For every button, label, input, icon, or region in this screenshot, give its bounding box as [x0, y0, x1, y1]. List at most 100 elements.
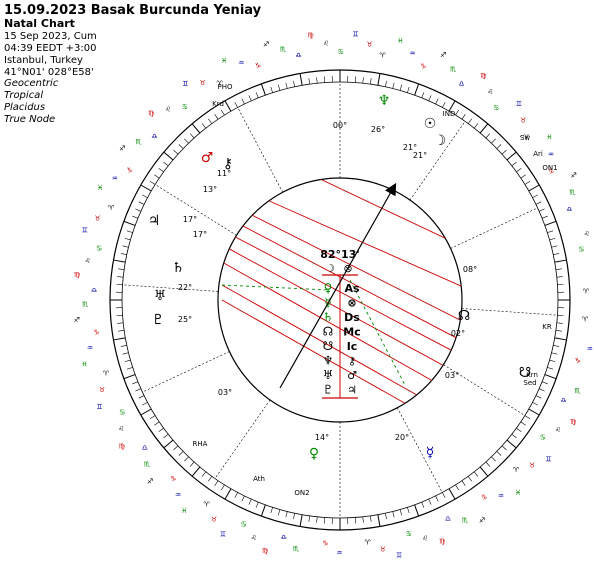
degree-tick: [163, 439, 174, 449]
outer-glyph: ♑: [93, 328, 99, 336]
degree-tick: [308, 78, 310, 85]
planet-glyph: ☊: [458, 308, 470, 324]
outer-glyph: ♌: [487, 88, 493, 96]
degree-tick: [120, 345, 127, 347]
degree-tick: [377, 73, 381, 86]
outer-label: ON1: [542, 164, 557, 172]
degree-tick: [399, 509, 403, 516]
outer-glyph: ♓: [181, 507, 187, 515]
degree-tick: [377, 514, 381, 527]
planet-glyph: ♂: [201, 150, 214, 166]
outer-glyph: ♍: [148, 110, 155, 118]
degree-tick: [270, 507, 273, 514]
degree-tick: [442, 102, 446, 108]
outer-glyph: ♒: [336, 549, 342, 557]
degree-tick: [362, 516, 364, 523]
outer-glyph: ♉: [211, 516, 217, 524]
outer-glyph: ♎: [445, 515, 451, 523]
degree-tick: [299, 514, 303, 527]
outer-glyph: ♒: [548, 151, 554, 159]
degree-tick: [260, 83, 266, 96]
degree-tick: [520, 174, 526, 179]
house-degree: 25°: [178, 315, 192, 324]
house-degree: 13°: [203, 185, 217, 194]
degree-tick: [532, 402, 538, 406]
outer-glyph: ♌: [118, 425, 124, 433]
degree-tick: [385, 513, 387, 520]
degree-tick: [122, 352, 129, 355]
degree-tick: [532, 194, 538, 198]
house-degree: 20°: [395, 433, 409, 442]
outer-glyph: ♉: [99, 386, 105, 394]
outer-glyph: ♐: [571, 171, 577, 179]
outer-glyph: ♋: [337, 48, 343, 56]
degree-tick: [506, 151, 517, 161]
degree-tick: [547, 367, 554, 370]
chart-coords: 41°N01' 028°E58': [4, 66, 94, 78]
house-cusp-line: [450, 207, 538, 249]
degree-tick: [479, 123, 489, 134]
outer-glyph: ♉: [200, 79, 206, 87]
degree-tick: [126, 367, 133, 370]
degree-tick: [553, 345, 560, 347]
chart-date: 15 Sep 2023, Cum: [4, 31, 97, 43]
planet-glyph: ☿: [426, 445, 435, 461]
degree-tick: [547, 230, 554, 233]
center-glyph-column-left: ♀☿♄☊☋♆♅♇: [323, 281, 334, 397]
house-degree: 14°: [315, 433, 329, 442]
outer-glyph: ♈: [379, 52, 386, 60]
aspect-line: [221, 261, 462, 403]
center-glyph-right: As: [344, 282, 360, 295]
outer-glyph: ♍: [307, 32, 314, 40]
outer-glyph: ♒: [87, 344, 93, 352]
outer-glyph: ♑: [420, 63, 426, 71]
degree-tick: [316, 77, 318, 84]
degree-tick: [154, 421, 160, 426]
degree-tick: [270, 86, 273, 93]
house-degree: 17°: [193, 230, 207, 239]
outer-label: KR: [542, 323, 552, 331]
planet-glyph: ♄: [172, 260, 185, 276]
degree-tick: [544, 374, 557, 380]
outer-glyph: ♊: [82, 226, 88, 234]
aspect-line: [221, 244, 462, 381]
degree-tick: [285, 511, 288, 518]
outer-glyph: ♏: [82, 301, 89, 309]
outer-glyph: ♒: [409, 50, 415, 58]
outer-glyph: ♑: [481, 493, 487, 501]
outer-label: RHA: [193, 440, 208, 448]
outer-glyph: ♏: [280, 45, 287, 53]
outer-glyph: ♊: [220, 531, 226, 539]
degree-tick: [277, 84, 281, 91]
degree-tick: [126, 230, 133, 233]
degree-tick: [299, 73, 303, 86]
outer-glyph: ♈: [513, 466, 520, 474]
degree-tick: [435, 98, 439, 105]
degree-tick: [158, 168, 164, 173]
outer-glyph: ♏: [135, 138, 142, 146]
aspect-line: [221, 199, 462, 326]
degree-tick: [491, 138, 496, 144]
outer-glyph: ♎: [458, 80, 464, 88]
planet-glyph: ♃: [148, 213, 161, 229]
degree-tick: [496, 144, 502, 149]
house-degree: 26°: [371, 125, 385, 134]
degree-tick: [442, 492, 446, 498]
outer-glyph: ♎: [295, 52, 301, 60]
house-cusp-line: [237, 107, 283, 193]
center-glyph-left: ♄: [323, 310, 334, 324]
degree-tick: [428, 95, 432, 101]
outer-glyph: ♏: [144, 461, 151, 469]
degree-tick: [117, 322, 124, 324]
degree-tick: [542, 381, 548, 385]
outer-glyph: ♋: [578, 246, 584, 254]
outer-glyph: ♊: [546, 456, 552, 464]
outer-glyph: ♎: [566, 205, 572, 213]
aspect-line: [279, 178, 462, 251]
outer-glyph: ♉: [520, 117, 526, 125]
outer-glyph: ♍: [480, 72, 487, 80]
degree-tick: [520, 421, 526, 426]
outer-glyph: ♋: [182, 103, 188, 111]
outer-glyph: ♑: [548, 167, 554, 175]
